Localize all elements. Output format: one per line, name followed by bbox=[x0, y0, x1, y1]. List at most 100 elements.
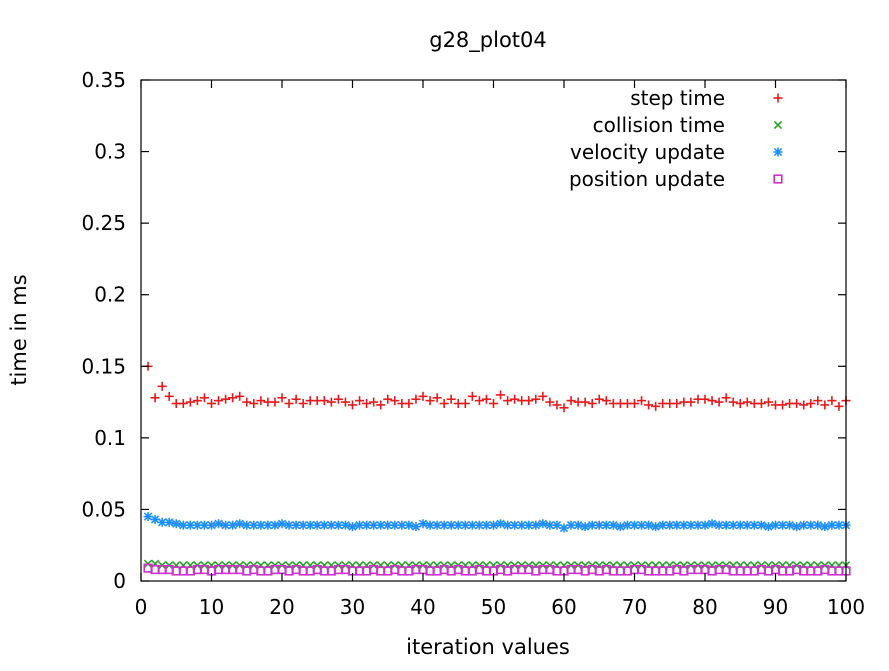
data-point bbox=[496, 519, 506, 529]
data-point bbox=[813, 520, 823, 530]
series-step-time bbox=[143, 361, 851, 413]
data-point bbox=[277, 519, 287, 529]
data-point bbox=[489, 520, 498, 530]
data-point bbox=[587, 399, 597, 409]
x-tick-label: 80 bbox=[692, 595, 717, 619]
data-point bbox=[411, 522, 421, 532]
y-tick-label: 0.15 bbox=[81, 354, 126, 378]
data-point bbox=[489, 399, 498, 409]
data-point bbox=[404, 399, 414, 409]
data-point bbox=[348, 522, 357, 532]
x-tick-label: 90 bbox=[763, 595, 788, 619]
data-point bbox=[383, 394, 393, 404]
data-point bbox=[432, 393, 442, 403]
legend-item: velocity update bbox=[570, 140, 783, 164]
legend-marker bbox=[773, 93, 783, 103]
legend-label: velocity update bbox=[570, 140, 725, 164]
data-point bbox=[679, 520, 689, 530]
data-point bbox=[171, 519, 181, 529]
data-point bbox=[355, 396, 365, 406]
y-tick-label: 0.35 bbox=[81, 68, 126, 92]
x-tick-label: 50 bbox=[481, 595, 506, 619]
data-point bbox=[728, 397, 738, 407]
data-point bbox=[552, 400, 562, 410]
data-point bbox=[235, 519, 245, 529]
legend-item: position update bbox=[569, 167, 783, 191]
legend: step time collision time velocity update po… bbox=[569, 86, 783, 191]
data-point bbox=[446, 394, 456, 404]
data-point bbox=[496, 390, 506, 400]
data-point bbox=[672, 399, 682, 409]
data-point bbox=[756, 520, 766, 530]
data-point bbox=[531, 520, 541, 530]
data-point bbox=[707, 396, 717, 406]
data-point bbox=[834, 401, 844, 411]
data-point bbox=[792, 399, 802, 409]
data-point bbox=[587, 520, 597, 530]
x-tick-label: 30 bbox=[340, 595, 365, 619]
data-point bbox=[637, 396, 647, 406]
data-point bbox=[820, 400, 830, 410]
data-point bbox=[721, 393, 731, 403]
data-point bbox=[214, 396, 224, 406]
data-point bbox=[404, 520, 414, 530]
data-point bbox=[827, 396, 837, 406]
data-point bbox=[799, 400, 809, 410]
data-point bbox=[813, 396, 823, 406]
series-position-update bbox=[143, 563, 851, 576]
data-point bbox=[199, 393, 209, 403]
data-point bbox=[510, 394, 520, 404]
data-point bbox=[425, 520, 435, 530]
data-point bbox=[615, 522, 625, 532]
data-point bbox=[601, 396, 611, 406]
data-point bbox=[235, 391, 245, 401]
data-point bbox=[326, 397, 336, 407]
legend-marker bbox=[773, 120, 783, 130]
data-point bbox=[369, 397, 379, 407]
data-point bbox=[340, 397, 350, 407]
data-point bbox=[763, 397, 773, 407]
data-point bbox=[340, 520, 350, 530]
x-tick-label: 10 bbox=[199, 595, 224, 619]
y-tick-label: 0.1 bbox=[94, 426, 126, 450]
data-point bbox=[714, 397, 724, 407]
data-point bbox=[439, 399, 449, 409]
data-point bbox=[644, 400, 654, 410]
data-point bbox=[735, 399, 745, 409]
data-point bbox=[270, 520, 280, 530]
legend-item: step time bbox=[630, 86, 783, 110]
plot-frame bbox=[140, 79, 847, 582]
data-point bbox=[150, 514, 160, 524]
data-point bbox=[207, 399, 216, 409]
x-tick-label: 100 bbox=[827, 595, 865, 619]
y-tick-label: 0.05 bbox=[81, 497, 126, 521]
data-point bbox=[474, 396, 484, 406]
legend-label: step time bbox=[630, 86, 725, 110]
series-velocity-update bbox=[143, 512, 851, 533]
data-point bbox=[552, 520, 562, 530]
data-point bbox=[559, 403, 569, 413]
data-point bbox=[425, 396, 435, 406]
data-point bbox=[348, 400, 357, 410]
data-point bbox=[559, 523, 569, 533]
legend-item: collision time bbox=[593, 113, 783, 137]
y-tick-label: 0.25 bbox=[81, 211, 126, 235]
x-axis-label: iteration values bbox=[406, 635, 570, 659]
x-tick-label: 60 bbox=[551, 595, 576, 619]
data-point bbox=[644, 520, 654, 530]
data-point bbox=[630, 399, 639, 409]
data-point bbox=[700, 394, 710, 404]
data-point bbox=[545, 397, 555, 407]
data-point bbox=[319, 396, 329, 406]
data-point bbox=[376, 400, 386, 410]
data-point bbox=[792, 522, 802, 532]
data-point bbox=[362, 399, 372, 409]
data-point bbox=[545, 520, 555, 530]
data-point bbox=[566, 520, 576, 530]
data-point bbox=[503, 520, 513, 530]
data-point bbox=[228, 520, 238, 530]
data-point bbox=[742, 397, 752, 407]
data-point bbox=[785, 520, 795, 530]
data-point bbox=[178, 520, 188, 530]
data-point bbox=[214, 519, 224, 529]
